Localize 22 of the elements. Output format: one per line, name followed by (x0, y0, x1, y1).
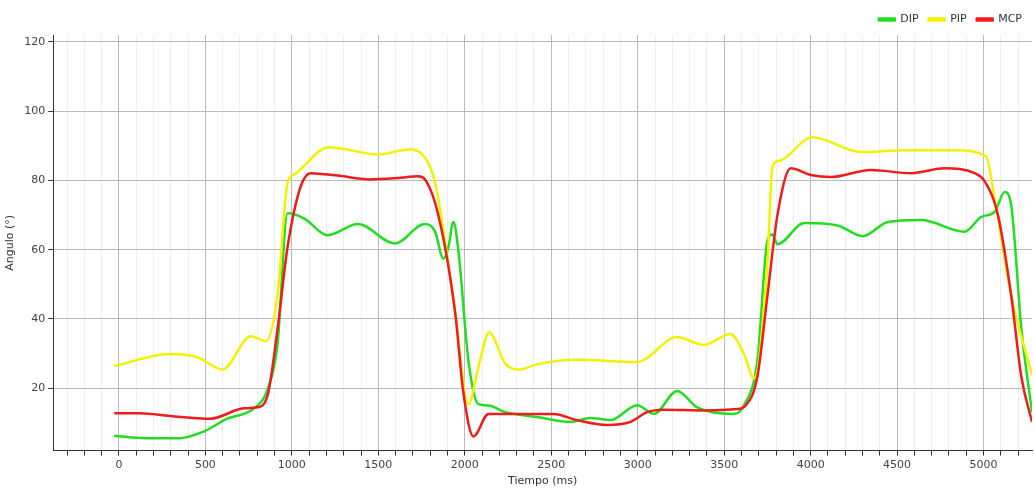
x-tick-label: 3500 (710, 458, 739, 472)
x-tick-label: 1500 (364, 458, 393, 472)
y-tick-label: 20 (31, 381, 46, 395)
y-tick-label: 100 (24, 104, 46, 118)
x-tick-label: 2000 (450, 458, 479, 472)
y-tick-label: 40 (31, 311, 46, 325)
x-tick-label: 5000 (969, 458, 998, 472)
x-tick-label: 4000 (796, 458, 825, 472)
x-tick-label: 500 (194, 458, 216, 472)
y-tick-label: 80 (31, 173, 46, 187)
y-tick-label: 120 (24, 34, 46, 48)
legend-label: PIP (950, 12, 968, 26)
x-tick-label: 0 (115, 458, 123, 472)
y-tick-label: 60 (31, 242, 46, 256)
legend-label: MCP (998, 12, 1023, 26)
x-tick-label: 3000 (623, 458, 652, 472)
x-tick-label: 2500 (537, 458, 566, 472)
x-axis-title: Tiempo (ms) (507, 474, 578, 488)
legend-label: DIP (900, 12, 920, 26)
y-axis-title: Angulo (°) (3, 214, 17, 271)
x-tick-label: 4500 (883, 458, 912, 472)
x-tick-label: 1000 (277, 458, 306, 472)
